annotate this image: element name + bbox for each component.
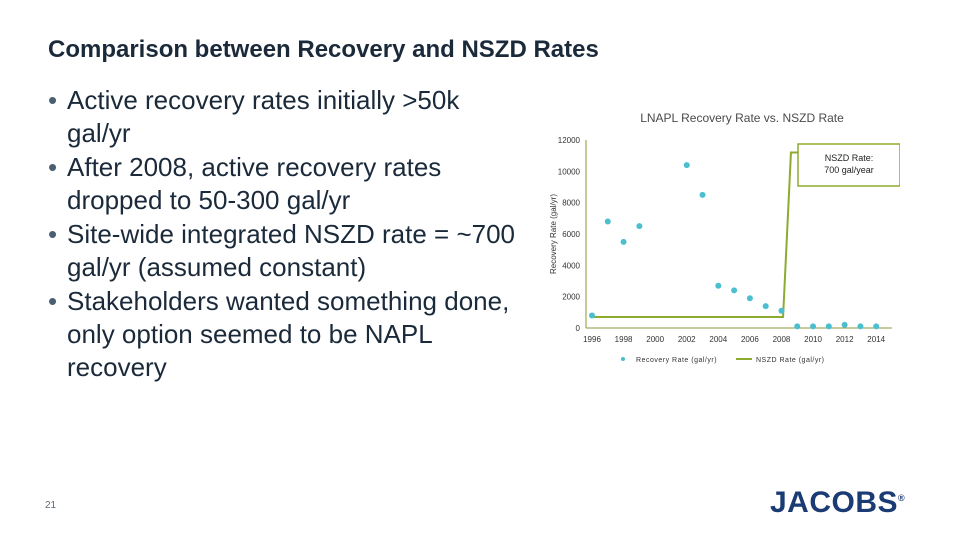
bullet-text: Active recovery rates initially >50k gal… — [67, 85, 460, 148]
x-tick-label: 2014 — [867, 335, 885, 344]
logo-registered-mark: ® — [898, 493, 906, 503]
x-tick-label: 2002 — [678, 335, 696, 344]
recovery-rate-point — [715, 282, 722, 289]
x-tick-label: 2006 — [741, 335, 759, 344]
recovery-rate-point — [604, 218, 611, 225]
bullet-item: • Stakeholders wanted something done, onl… — [48, 285, 518, 384]
bullet-icon: • — [48, 152, 58, 182]
y-tick-label: 10000 — [558, 167, 581, 176]
recovery-rate-point — [746, 295, 753, 302]
recovery-rate-point — [810, 323, 817, 330]
bullet-text: Site-wide integrated NSZD rate = ~700 ga… — [67, 219, 516, 282]
legend-recovery-label: Recovery Rate (gal/yr) — [636, 357, 717, 364]
recovery-rate-point — [589, 312, 595, 319]
bullet-icon: • — [48, 286, 58, 316]
recovery-rate-point — [873, 323, 880, 330]
y-tick-label: 4000 — [562, 261, 580, 270]
recovery-rate-point — [620, 238, 627, 245]
bullet-item: • Site-wide integrated NSZD rate = ~700 g… — [48, 218, 518, 284]
recovery-rate-point — [699, 191, 706, 198]
nszd-annotation-box — [797, 143, 900, 187]
y-tick-label: 2000 — [562, 293, 580, 302]
x-tick-label: 2004 — [709, 335, 727, 344]
recovery-rate-point — [857, 323, 864, 330]
bullet-icon: • — [48, 219, 58, 249]
slide-title: Comparison between Recovery and NSZD Rat… — [48, 36, 599, 63]
page-number: 21 — [45, 500, 57, 511]
bullet-item: • After 2008, active recovery rates dropp… — [48, 151, 518, 217]
x-tick-label: 2012 — [836, 335, 854, 344]
logo-text: JACOBS — [770, 486, 899, 519]
recovery-rate-point — [762, 303, 769, 310]
y-tick-label: 0 — [576, 324, 581, 333]
chart-title: LNAPL Recovery Rate vs. NSZD Rate — [640, 111, 844, 125]
recovery-rate-point — [731, 287, 738, 294]
x-tick-label: 2008 — [773, 335, 791, 344]
x-tick-label: 1998 — [615, 335, 633, 344]
legend-recovery-marker — [621, 357, 625, 361]
jacobs-logo: JACOBS® — [770, 486, 905, 520]
x-tick-label: 2000 — [646, 335, 664, 344]
nszd-annotation-text: 700 gal/year — [824, 165, 874, 175]
recovery-rate-point — [778, 307, 785, 314]
recovery-rate-point — [825, 323, 832, 330]
recovery-vs-nszd-chart: LNAPL Recovery Rate vs. NSZD Rate 0 2000 40… — [549, 111, 900, 364]
x-tick-label: 2010 — [804, 335, 822, 344]
nszd-annotation-text: NSZD Rate: — [825, 153, 874, 163]
recovery-rate-point — [636, 223, 643, 230]
bullet-list: • Active recovery rates initially >50k ga… — [48, 84, 518, 385]
y-tick-label: 12000 — [558, 136, 581, 145]
recovery-rate-point — [683, 162, 690, 169]
recovery-rate-point — [841, 321, 848, 328]
legend-nszd-label: NSZD Rate (gal/yr) — [756, 357, 825, 364]
y-axis-title: Recovery Rate (gal/yr) — [549, 194, 558, 274]
x-tick-label: 1996 — [583, 335, 601, 344]
bullet-icon: • — [48, 85, 58, 115]
y-tick-label: 6000 — [562, 230, 580, 239]
recovery-rate-point — [794, 323, 801, 330]
bullet-item: • Active recovery rates initially >50k ga… — [48, 84, 518, 150]
bullet-text: After 2008, active recovery rates droppe… — [67, 152, 442, 215]
bullet-text: Stakeholders wanted something done, only… — [67, 286, 510, 382]
y-tick-label: 8000 — [562, 199, 580, 208]
